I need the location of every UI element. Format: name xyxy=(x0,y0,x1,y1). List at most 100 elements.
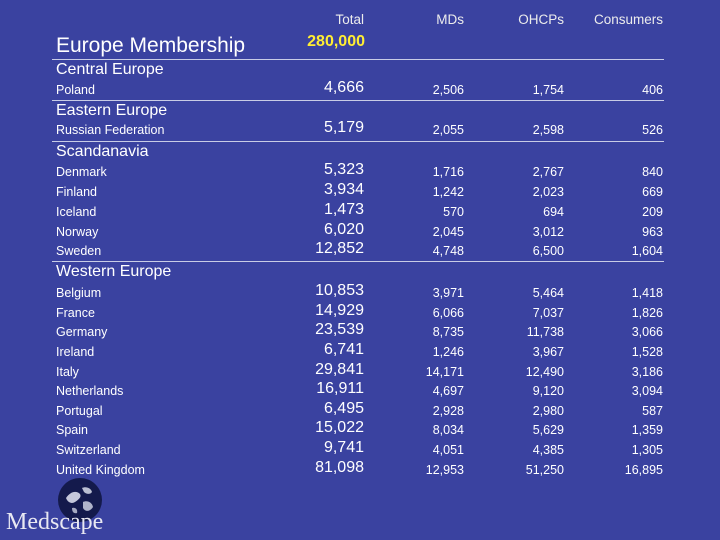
total-value: 6,495 xyxy=(323,400,364,417)
consumers-value: 209 xyxy=(642,205,663,219)
ohcps-value: 4,385 xyxy=(532,443,564,457)
total-value: 81,098 xyxy=(315,459,364,476)
region-label: Scandanavia xyxy=(56,143,149,160)
country-name: United Kingdom xyxy=(56,463,145,477)
total-value: 1,473 xyxy=(323,201,364,218)
total-value: 5,323 xyxy=(323,161,364,178)
ohcps-value: 2,023 xyxy=(532,185,564,199)
mds-value: 2,045 xyxy=(432,225,464,239)
country-name: France xyxy=(56,306,95,320)
divider xyxy=(52,261,664,262)
ohcps-value: 2,980 xyxy=(532,404,564,418)
consumers-value: 406 xyxy=(642,83,663,97)
total-value: 15,022 xyxy=(315,419,364,436)
consumers-value: 526 xyxy=(642,123,663,137)
consumers-value: 3,186 xyxy=(631,365,663,379)
consumers-value: 1,418 xyxy=(631,286,663,300)
table-row: Finland 3,934 1,242 2,023 669 xyxy=(0,180,720,200)
country-name: Ireland xyxy=(56,345,95,359)
total-value: 23,539 xyxy=(315,321,364,338)
mds-value: 14,171 xyxy=(425,365,464,379)
total-value: 3,934 xyxy=(323,181,364,198)
consumers-value: 963 xyxy=(642,225,663,239)
mds-value: 8,034 xyxy=(432,423,464,437)
country-name: Spain xyxy=(56,423,88,437)
country-name: Portugal xyxy=(56,404,103,418)
table-row: Portugal 6,495 2,928 2,980 587 xyxy=(0,399,720,419)
consumers-value: 3,094 xyxy=(631,384,663,398)
total-value: 14,929 xyxy=(315,302,364,319)
column-header-mds: MDs xyxy=(436,12,464,27)
country-name: Poland xyxy=(56,83,95,97)
consumers-value: 669 xyxy=(642,185,663,199)
ohcps-value: 7,037 xyxy=(532,306,564,320)
ohcps-value: 1,754 xyxy=(532,83,564,97)
region-label: Eastern Europe xyxy=(56,102,168,119)
country-name: Denmark xyxy=(56,165,107,179)
table-row: Ireland 6,741 1,246 3,967 1,528 xyxy=(0,340,720,360)
column-header-consumers: Consumers xyxy=(593,12,663,27)
total-value: 6,020 xyxy=(323,221,364,238)
mds-value: 3,971 xyxy=(432,286,464,300)
ohcps-value: 5,464 xyxy=(532,286,564,300)
mds-value: 4,748 xyxy=(432,244,464,258)
table-row: Spain 15,022 8,034 5,629 1,359 xyxy=(0,418,720,438)
table-row: Iceland 1,473 570 694 209 xyxy=(0,200,720,220)
table-row: Belgium 10,853 3,971 5,464 1,418 xyxy=(0,281,720,301)
country-name: Belgium xyxy=(56,286,102,300)
table-row: Norway 6,020 2,045 3,012 963 xyxy=(0,220,720,240)
total-value: 5,179 xyxy=(323,119,364,136)
region-label: Central Europe xyxy=(56,61,164,78)
consumers-value: 1,359 xyxy=(631,423,663,437)
table-row: United Kingdom 81,098 12,953 51,250 16,8… xyxy=(0,458,720,478)
column-header-ohcps: OHCPs xyxy=(518,12,564,27)
mds-value: 6,066 xyxy=(432,306,464,320)
ohcps-value: 12,490 xyxy=(525,365,564,379)
table-row: Russian Federation 5,179 2,055 2,598 526 xyxy=(0,118,720,138)
total-value: 4,666 xyxy=(323,79,364,96)
country-name: Norway xyxy=(56,225,99,239)
consumers-value: 1,826 xyxy=(631,306,663,320)
column-header-total: Total xyxy=(335,12,364,27)
mds-value: 2,928 xyxy=(432,404,464,418)
consumers-value: 840 xyxy=(642,165,663,179)
consumers-value: 16,895 xyxy=(624,463,663,477)
divider xyxy=(52,59,664,60)
country-name: Sweden xyxy=(56,244,102,258)
brand-logo: Medscape xyxy=(6,509,104,535)
table-row: Sweden 12,852 4,748 6,500 1,604 xyxy=(0,239,720,259)
mds-value: 12,953 xyxy=(425,463,464,477)
total-value: 9,741 xyxy=(323,439,364,456)
consumers-value: 1,604 xyxy=(631,244,663,258)
table-row: France 14,929 6,066 7,037 1,826 xyxy=(0,301,720,321)
consumers-value: 3,066 xyxy=(631,325,663,339)
mds-value: 2,055 xyxy=(432,123,464,137)
ohcps-value: 3,012 xyxy=(532,225,564,239)
divider xyxy=(52,141,664,142)
ohcps-value: 694 xyxy=(543,205,564,219)
region-label: Western Europe xyxy=(56,263,172,280)
table-row: Italy 29,841 14,171 12,490 3,186 xyxy=(0,360,720,380)
total-value: 12,852 xyxy=(315,240,364,257)
mds-value: 1,242 xyxy=(432,185,464,199)
mds-value: 570 xyxy=(443,205,464,219)
country-name: Russian Federation xyxy=(56,123,165,137)
country-name: Germany xyxy=(56,325,108,339)
consumers-value: 587 xyxy=(642,404,663,418)
consumers-value: 1,305 xyxy=(631,443,663,457)
total-value: 6,741 xyxy=(323,341,364,358)
ohcps-value: 51,250 xyxy=(525,463,564,477)
country-name: Italy xyxy=(56,365,79,379)
mds-value: 2,506 xyxy=(432,83,464,97)
page-title: Europe Membership xyxy=(56,34,246,57)
ohcps-value: 11,738 xyxy=(526,325,564,339)
country-name: Netherlands xyxy=(56,384,124,398)
mds-value: 1,246 xyxy=(432,345,464,359)
country-name: Finland xyxy=(56,185,97,199)
table-row: Poland 4,666 2,506 1,754 406 xyxy=(0,78,720,98)
table-row: Switzerland 9,741 4,051 4,385 1,305 xyxy=(0,438,720,458)
mds-value: 8,735 xyxy=(432,325,464,339)
ohcps-value: 2,598 xyxy=(532,123,564,137)
country-name: Switzerland xyxy=(56,443,121,457)
table-row: Netherlands 16,911 4,697 9,120 3,094 xyxy=(0,379,720,399)
